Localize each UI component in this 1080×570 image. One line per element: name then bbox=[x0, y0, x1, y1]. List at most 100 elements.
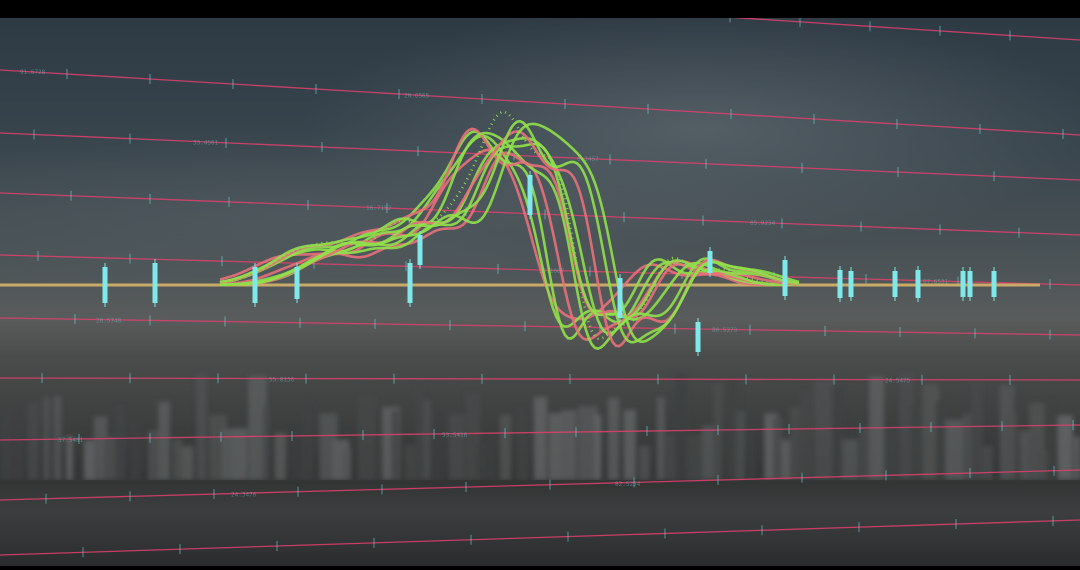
building bbox=[831, 385, 844, 480]
building bbox=[130, 421, 142, 480]
candle-body bbox=[915, 270, 921, 298]
value-label: 37.5481 bbox=[58, 437, 84, 444]
value-label: 33.4561 bbox=[193, 139, 219, 146]
building bbox=[53, 396, 62, 480]
grid-line bbox=[0, 424, 1080, 441]
building bbox=[814, 379, 834, 480]
value-label: 91.6728 bbox=[20, 69, 46, 76]
value-label: 80.5273 bbox=[712, 327, 738, 334]
building bbox=[607, 397, 620, 480]
building bbox=[789, 407, 800, 480]
building bbox=[274, 432, 287, 480]
value-label: 35.1067 bbox=[539, 268, 565, 275]
building bbox=[301, 403, 314, 480]
grid-line bbox=[0, 69, 1080, 136]
building bbox=[83, 440, 97, 480]
building bbox=[935, 401, 948, 480]
building bbox=[248, 375, 267, 480]
building bbox=[342, 448, 351, 480]
wave-curve bbox=[219, 151, 800, 319]
building bbox=[499, 414, 512, 480]
candle-body bbox=[102, 267, 108, 303]
building bbox=[899, 373, 914, 480]
candle-body bbox=[707, 251, 713, 273]
building bbox=[577, 406, 598, 480]
building bbox=[656, 397, 665, 480]
candle-body bbox=[294, 267, 300, 299]
grid-line bbox=[0, 469, 1080, 501]
letterbox-bottom bbox=[0, 566, 1080, 570]
candle-body bbox=[527, 175, 533, 215]
candle-body bbox=[407, 263, 413, 303]
building bbox=[1074, 436, 1080, 480]
value-label: 87.6531 bbox=[923, 279, 949, 286]
building bbox=[66, 435, 73, 480]
wave-curve bbox=[219, 148, 800, 321]
building bbox=[971, 378, 983, 480]
building bbox=[638, 445, 651, 480]
building bbox=[560, 410, 577, 480]
candle-body bbox=[782, 260, 788, 296]
value-label: 53.5416 bbox=[442, 432, 468, 439]
candle-body bbox=[252, 267, 258, 303]
building bbox=[415, 386, 424, 480]
letterbox-top bbox=[0, 0, 1080, 18]
building bbox=[404, 444, 416, 480]
building bbox=[1019, 430, 1033, 480]
building bbox=[10, 414, 24, 480]
building bbox=[114, 406, 126, 480]
grid-line bbox=[0, 317, 1080, 336]
building bbox=[27, 402, 39, 480]
candle-body bbox=[892, 271, 898, 297]
building bbox=[842, 439, 859, 480]
value-label: 20.5748 bbox=[96, 318, 122, 325]
building bbox=[910, 405, 925, 480]
building bbox=[748, 423, 756, 480]
building bbox=[230, 428, 248, 480]
building bbox=[800, 391, 814, 480]
building bbox=[1008, 412, 1017, 480]
value-label: 24.5475 bbox=[885, 378, 911, 385]
grid-line bbox=[0, 377, 1080, 381]
wave-curve bbox=[219, 130, 799, 340]
wave-curve bbox=[219, 122, 800, 344]
building bbox=[674, 373, 688, 480]
building bbox=[374, 436, 381, 480]
building bbox=[981, 445, 993, 480]
building bbox=[773, 417, 783, 480]
building bbox=[533, 397, 547, 480]
buildings bbox=[0, 373, 1080, 480]
building bbox=[221, 428, 231, 480]
building bbox=[172, 439, 183, 480]
building bbox=[93, 416, 108, 480]
building bbox=[181, 446, 194, 480]
candle-body bbox=[417, 235, 423, 265]
candle-body bbox=[848, 271, 854, 297]
candle-body bbox=[152, 263, 158, 303]
grid-line bbox=[0, 519, 1080, 556]
building bbox=[735, 411, 746, 480]
building bbox=[391, 410, 399, 480]
building bbox=[945, 419, 965, 480]
building bbox=[357, 397, 376, 480]
value-label: 24.3476 bbox=[231, 492, 257, 499]
building bbox=[196, 373, 207, 480]
building bbox=[423, 400, 431, 480]
building bbox=[158, 401, 170, 480]
building bbox=[0, 410, 14, 480]
value-label: 6.2457 bbox=[577, 156, 599, 163]
candle-body bbox=[837, 270, 843, 298]
building bbox=[884, 427, 899, 480]
wave-curve bbox=[219, 110, 800, 340]
building bbox=[43, 397, 51, 480]
building bbox=[859, 427, 871, 480]
value-label: 28.6565 bbox=[404, 92, 430, 99]
value-label: 65.9234 bbox=[750, 220, 776, 227]
city-skyline bbox=[0, 373, 1080, 480]
building bbox=[485, 435, 497, 480]
wave-curve bbox=[219, 127, 800, 341]
building bbox=[623, 409, 636, 480]
building bbox=[1057, 415, 1073, 480]
